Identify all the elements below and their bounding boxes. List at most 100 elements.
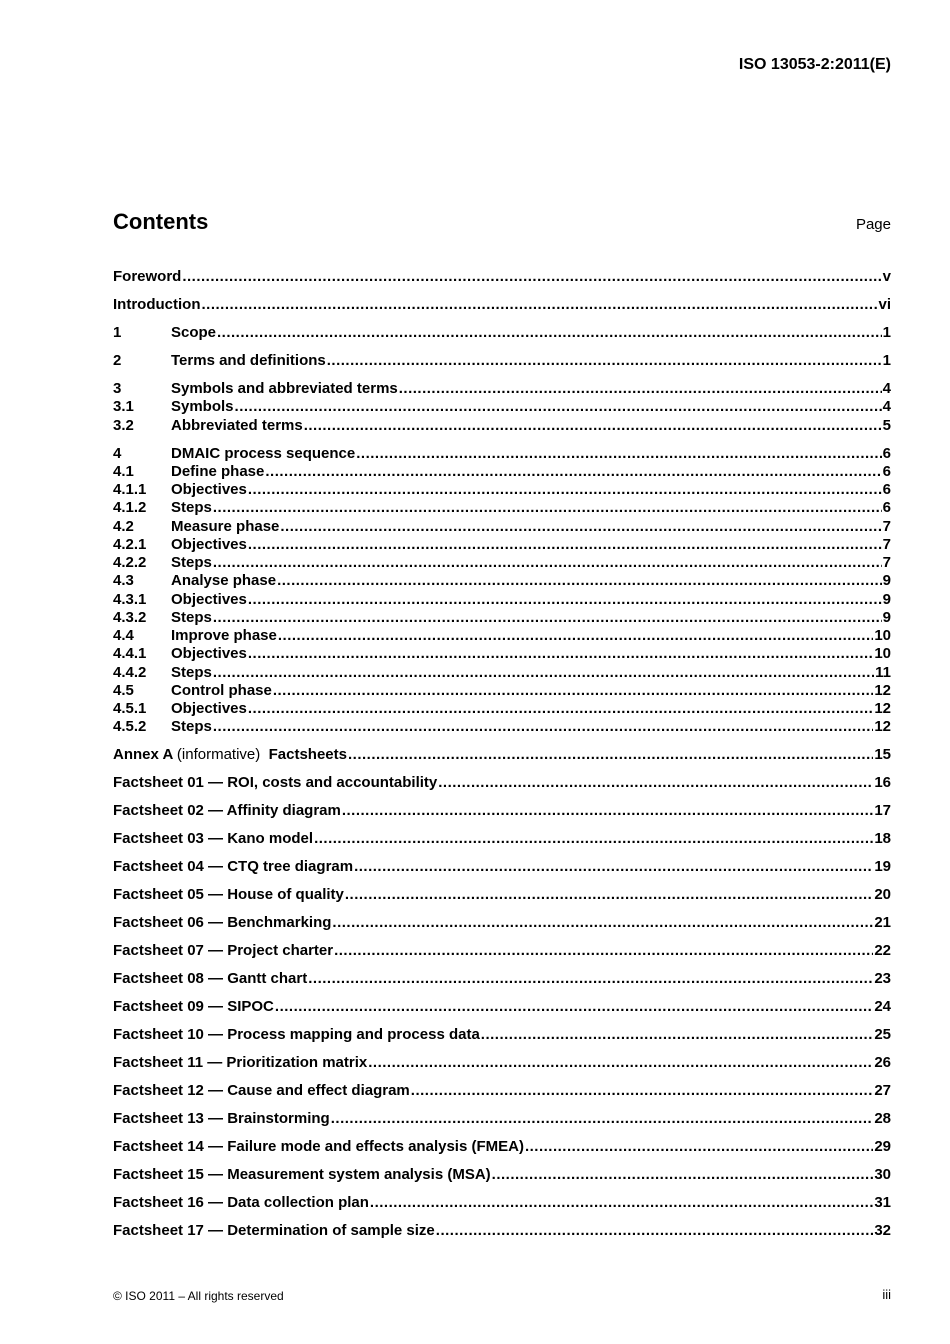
toc-entry[interactable]: 3 Symbols and abbreviated terms 4 [113,380,891,398]
toc-entry[interactable]: Factsheet 15 — Measurement system analys… [113,1166,891,1184]
toc-entry-title-text: Steps [171,718,212,736]
toc-entry-page: 7 [882,517,891,535]
toc-entry[interactable]: Factsheet 11 — Prioritization matrix 26 [113,1054,891,1072]
toc-entry[interactable]: Factsheet 08 — Gantt chart 23 [113,970,891,988]
toc-entry-number: 2 [113,352,122,369]
toc-entry-title-text: Scope [171,324,217,341]
toc-entry[interactable]: 1 Scope 1 [113,324,891,342]
toc-entry[interactable]: Factsheet 01 — ROI, costs and accountabi… [113,774,891,792]
toc-entry-page: 27 [874,1082,891,1100]
toc-entry[interactable]: 4.1.1 Objectives 6 [113,481,891,499]
toc-entry-title: Factsheet 12 — Cause and effect diagram [113,1082,410,1099]
toc-entry[interactable]: Factsheet 12 — Cause and effect diagram 2… [113,1082,891,1100]
toc-entry[interactable]: Factsheet 05 — House of quality 20 [113,886,891,904]
toc-entry[interactable]: 2 Terms and definitions 1 [113,352,891,370]
toc-entry-page: 25 [874,1026,891,1044]
toc-entry-number: 4.5.1 [113,700,147,717]
toc-entry-title-text: Factsheet 11 — Prioritization matrix [113,1054,368,1072]
toc-entry-number: 4 [113,444,122,462]
toc-entry[interactable]: Factsheet 09 — SIPOC 24 [113,998,891,1016]
toc-entry[interactable]: Annex A (informative) Factsheets 15 [113,746,891,764]
toc-entry-title: Steps [171,718,212,735]
toc-entry-number: 4.2 [113,517,134,535]
leader-dots [438,774,873,791]
toc-entry-title-text: Objectives [171,700,247,717]
toc-entry-title-text: Factsheet 16 — Data collection plan [113,1194,369,1212]
toc-entry-page: 19 [874,858,891,876]
leader-dots [182,268,881,285]
toc-entry[interactable]: Factsheet 02 — Affinity diagram 17 [113,802,891,820]
toc-entry-title: Factsheet 02 — Affinity diagram [113,802,341,819]
toc-entry-title-text: Abbreviated terms [171,416,303,434]
toc-entry[interactable]: 4.3.2 Steps 9 [113,609,891,627]
toc-entry-title: Factsheet 08 — Gantt chart [113,970,307,987]
toc-entry-page: 1 [882,352,891,369]
toc-entry-page: 9 [882,590,891,608]
toc-entry[interactable]: Factsheet 17 — Determination of sample s… [113,1222,891,1240]
toc-entry[interactable]: 4.5 Control phase 12 [113,682,891,700]
toc-entry-title-text: Steps [171,554,212,571]
leader-dots [213,554,882,571]
toc-entry-title: Factsheet 04 — CTQ tree diagram [113,858,353,875]
toc-entry[interactable]: 4.2.1 Objectives 7 [113,536,891,554]
toc-entry-number: 3.2 [113,416,134,434]
toc-entry-title: Define phase [171,463,264,480]
document-id: ISO 13053-2:2011(E) [738,56,891,73]
toc-entry[interactable]: 4.1.2 Steps 6 [113,499,891,517]
toc-entry[interactable]: 4.2.2 Steps 7 [113,554,891,572]
toc-entry[interactable]: 4.5.1 Objectives 12 [113,700,891,718]
toc-entry-number: 4.2.1 [113,535,147,553]
toc-entry[interactable]: Factsheet 07 — Project charter 22 [113,942,891,960]
toc-entry-page: 21 [874,914,891,932]
toc-entry-page: 6 [882,462,891,480]
leader-dots [314,830,873,847]
toc-entry[interactable]: 3.1 Symbols 4 [113,398,891,416]
toc-entry-page: 15 [874,746,891,764]
toc-entry-page: 11 [875,663,891,681]
leader-dots [342,802,873,819]
toc-entry[interactable]: 4.2 Measure phase 7 [113,518,891,536]
toc-entry[interactable]: Factsheet 14 — Failure mode and effects … [113,1138,891,1156]
toc-entry[interactable]: 4.4.1 Objectives 10 [113,645,891,663]
toc-entry[interactable]: 4.4.2 Steps 11 [113,664,891,682]
leader-dots [304,417,882,434]
toc-entry[interactable]: 4.4 Improve phase 10 [113,627,891,645]
toc-entry[interactable]: Factsheet 13 — Brainstorming 28 [113,1110,891,1128]
toc-entry-page: 12 [874,700,891,717]
toc-entry-title: Objectives [171,536,247,553]
leader-dots [481,1026,874,1043]
toc-entry[interactable]: 4.5.2 Steps 12 [113,718,891,736]
toc-entry[interactable]: Factsheet 10 — Process mapping and proce… [113,1026,891,1044]
leader-dots [217,324,882,341]
toc-entry[interactable]: 3.2 Abbreviated terms 5 [113,417,891,435]
toc-entry-title: Scope [171,324,216,341]
toc-entry[interactable]: Factsheet 06 — Benchmarking 21 [113,914,891,932]
toc-entry[interactable]: Factsheet 16 — Data collection plan 31 [113,1194,891,1212]
toc-entry-title: Measure phase [171,518,279,535]
toc-entry-title-text: Symbols and abbreviated terms [171,380,398,397]
toc-entry[interactable]: Factsheet 03 — Kano model 18 [113,830,891,848]
leader-dots [248,591,882,608]
toc-entry[interactable]: Foreword v [113,268,891,286]
toc-entry[interactable]: 4.3.1 Objectives 9 [113,591,891,609]
toc-entry-title: Objectives [171,481,247,498]
toc-entry[interactable]: Factsheet 04 — CTQ tree diagram 19 [113,858,891,876]
toc-entry-number: 4.1.1 [113,481,147,498]
toc-entry[interactable]: Introduction vi [113,296,891,314]
toc-entry[interactable]: 4.1 Define phase 6 [113,463,891,481]
toc-entry-page: 12 [874,718,891,736]
toc-entry-number: 4.2.2 [113,554,147,571]
toc-entry-title: Factsheet 07 — Project charter [113,942,333,959]
annex-type-note: (informative) [176,746,261,764]
leader-dots [213,664,874,681]
toc-entry-title-text: Factsheet 07 — Project charter [113,942,334,960]
toc-entry[interactable]: 4 DMAIC process sequence 6 [113,445,891,463]
leader-dots [327,352,882,369]
leader-dots [235,398,882,415]
leader-dots [411,1082,874,1099]
toc-entry-page: 16 [874,774,891,792]
toc-entry-number: 4.3.1 [113,590,147,608]
toc-entry-title: Factsheet 06 — Benchmarking [113,914,331,931]
toc-entry[interactable]: 4.3 Analyse phase 9 [113,572,891,590]
toc-entry-title-text: Factsheet 04 — CTQ tree diagram [113,858,354,876]
